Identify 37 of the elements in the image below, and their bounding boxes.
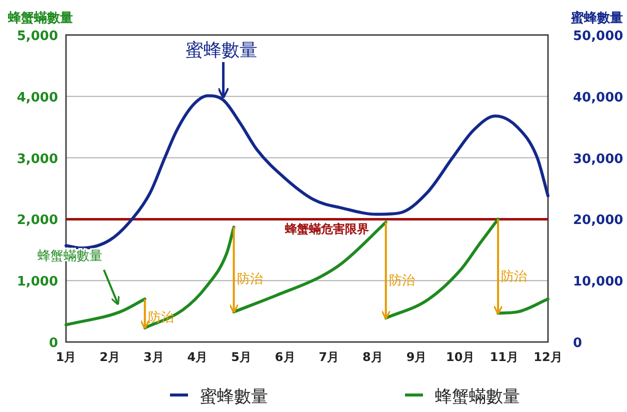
y2-tick-label: 30,000: [573, 152, 624, 167]
y2-tick-label: 20,000: [573, 213, 624, 228]
x-tick-label: 11月: [490, 350, 519, 364]
annotation: 蜜蜂數量: [185, 40, 258, 100]
legend-label: 蜂蟹蟎數量: [435, 387, 520, 407]
legend-label: 蜜蜂數量: [200, 387, 268, 407]
x-tick-label: 5月: [231, 350, 252, 364]
y2-tick-label: 50,000: [573, 29, 624, 44]
y-tick-label: 3,000: [16, 152, 58, 167]
y2-tick-label: 40,000: [573, 90, 624, 106]
ref-line-label: 蜂蟹蟎危害限界: [284, 222, 369, 236]
annotation: 防治: [493, 219, 528, 315]
annotation: 防治: [388, 274, 415, 289]
annotation: 蜜蜂數量: [185, 40, 258, 62]
x-tick-label: 1月: [56, 350, 76, 364]
annotation: 防治: [236, 272, 263, 288]
x-tick-label: 10月: [446, 350, 475, 364]
y-tick-label: 2,000: [16, 213, 58, 228]
y-tick-label: 0: [48, 336, 58, 351]
y2-tick-label: 0: [573, 336, 582, 351]
x-tick-label: 12月: [534, 350, 562, 364]
y-tick-label: 4,000: [16, 90, 58, 106]
annotation: 防治: [229, 227, 263, 314]
x-tick-label: 9月: [406, 350, 427, 364]
x-tick-label: 7月: [318, 350, 340, 364]
y-tick-label: 1,000: [16, 274, 58, 290]
annotation: 防治: [381, 222, 415, 320]
y2-axis-title: 蜜蜂數量: [570, 10, 623, 26]
x-tick-label: 2月: [100, 350, 120, 364]
y-axis-title: 蜂蟹蟎數量: [7, 10, 73, 26]
y-tick-label: 5,000: [16, 29, 58, 44]
annotation: 防治: [501, 270, 528, 285]
x-tick-label: 3月: [143, 350, 164, 364]
y2-tick-label: 10,000: [573, 274, 624, 290]
x-tick-label: 6月: [274, 350, 296, 364]
x-tick-label: 4月: [187, 350, 208, 364]
x-tick-label: 8月: [362, 350, 383, 364]
